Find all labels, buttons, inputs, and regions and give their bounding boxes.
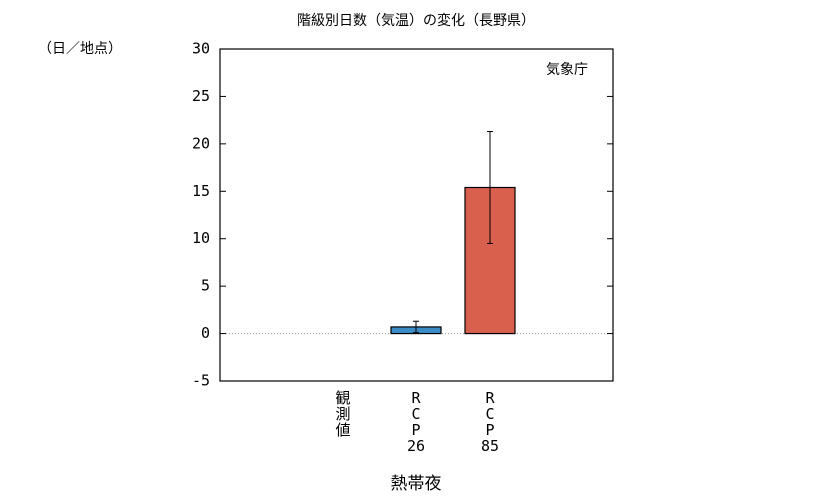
y-tick-label: 20: [192, 134, 210, 152]
y-tick-label: 0: [201, 324, 210, 342]
x-tick-label-line: 測: [335, 405, 350, 423]
x-tick-label-line: C: [411, 405, 420, 423]
x-tick-label-line: R: [411, 389, 421, 407]
y-tick-label: 25: [192, 87, 210, 105]
y-tick-label: 10: [192, 229, 210, 247]
x-tick-label-line: R: [485, 389, 495, 407]
y-tick-label: 5: [201, 277, 210, 295]
chart-title: 階級別日数（気温）の変化（長野県）: [297, 12, 535, 29]
x-tick-label: R C P 26: [407, 389, 425, 455]
y-tick-label: 30: [192, 40, 210, 58]
x-tick-label-line: 85: [481, 437, 499, 455]
annotation: 気象庁: [546, 62, 588, 78]
x-axis-label: 熱帯夜: [391, 474, 442, 494]
y-axis-label: （日／地点）: [38, 41, 122, 57]
x-tick-label-line: P: [485, 421, 494, 439]
x-tick-label-line: 観: [335, 389, 350, 407]
x-tick-label-line: P: [411, 421, 420, 439]
plot-frame: [219, 48, 614, 382]
x-tick-label-line: 値: [335, 421, 350, 439]
x-tick-label-line: 26: [407, 437, 425, 455]
x-tick-label: 観測値: [335, 389, 350, 439]
x-tick-label-line: C: [485, 405, 494, 423]
x-tick-label: R C P 85: [481, 389, 499, 455]
y-tick-label: 15: [192, 182, 210, 200]
y-tick-label: -5: [192, 372, 210, 390]
